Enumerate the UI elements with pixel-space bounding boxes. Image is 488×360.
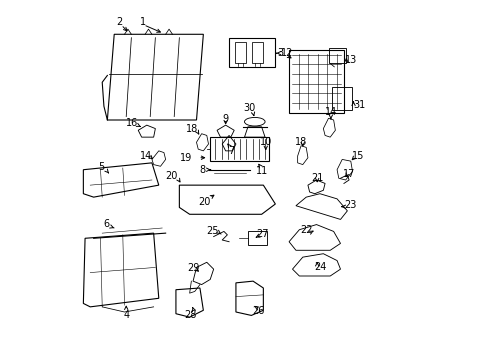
Bar [247, 231, 266, 245]
Text: 18: 18 [294, 136, 306, 147]
Text: 14: 14 [324, 107, 336, 117]
Text: 25: 25 [206, 226, 219, 236]
Text: 4: 4 [123, 310, 129, 320]
Text: 22: 22 [300, 225, 312, 235]
Bar [331, 87, 352, 110]
Text: 16: 16 [126, 118, 138, 129]
Text: 31: 31 [352, 100, 365, 109]
Text: 5: 5 [98, 162, 104, 172]
Text: 13: 13 [344, 55, 356, 65]
Text: 18: 18 [186, 123, 198, 134]
Bar [288, 50, 343, 113]
Text: 17: 17 [342, 169, 355, 179]
Text: 28: 28 [184, 310, 196, 320]
Text: 20: 20 [165, 171, 178, 181]
Bar [210, 137, 268, 161]
Text: 3: 3 [277, 48, 283, 58]
Text: 23: 23 [343, 200, 356, 210]
Text: 27: 27 [256, 229, 268, 239]
Text: 30: 30 [243, 103, 255, 113]
Text: 26: 26 [252, 306, 264, 316]
Text: 9: 9 [222, 114, 228, 124]
Text: 7: 7 [228, 146, 234, 156]
Text: 29: 29 [187, 264, 200, 274]
Text: 14: 14 [140, 151, 152, 161]
Text: 8: 8 [199, 165, 205, 175]
Text: 19: 19 [180, 153, 192, 163]
Bar [234, 42, 245, 63]
Bar [228, 38, 275, 67]
Text: 2: 2 [116, 17, 122, 27]
Bar [328, 48, 345, 63]
Bar [251, 42, 263, 63]
Text: 21: 21 [310, 173, 323, 183]
Text: 20: 20 [198, 197, 210, 207]
Text: 24: 24 [314, 262, 326, 272]
Text: 11: 11 [255, 166, 267, 176]
Text: 12: 12 [281, 48, 293, 58]
Text: 6: 6 [103, 219, 109, 229]
Text: 10: 10 [259, 137, 271, 147]
Text: 15: 15 [351, 151, 364, 161]
Text: 1: 1 [140, 17, 146, 27]
